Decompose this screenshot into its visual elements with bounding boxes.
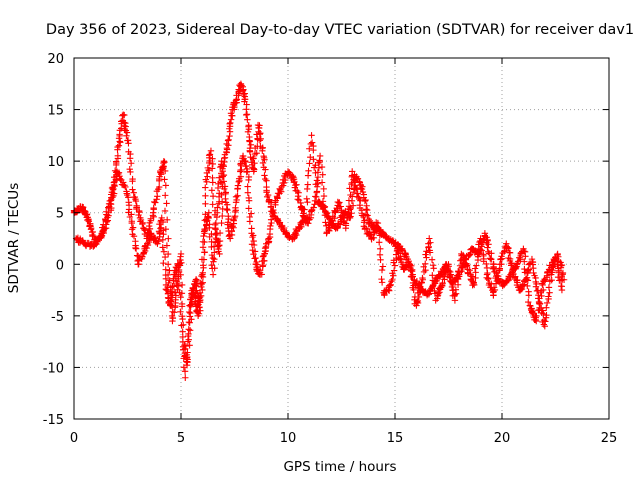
data-point xyxy=(308,132,315,139)
data-point xyxy=(209,271,217,278)
y-tick-label: -5 xyxy=(51,310,64,325)
plot-frame xyxy=(73,57,610,420)
data-points xyxy=(70,80,568,381)
series-dav1-b xyxy=(72,152,568,366)
x-tick-label: 10 xyxy=(280,431,297,446)
x-axis-label: GPS time / hours xyxy=(283,459,396,475)
data-point xyxy=(207,147,215,155)
axis-ticks: 0 5 10 15 20 25 -15 -10 -5 0 5 10 15 20 xyxy=(43,52,618,446)
x-tick-label: 25 xyxy=(601,431,618,446)
y-tick-label: 0 xyxy=(56,258,64,273)
data-point-trail xyxy=(73,152,567,365)
y-tick-label: -10 xyxy=(43,361,64,376)
data-point xyxy=(115,142,123,149)
data-point xyxy=(539,281,546,289)
data-point xyxy=(182,374,189,381)
data-point xyxy=(316,152,324,160)
y-tick-label: 5 xyxy=(56,207,64,222)
chart-title: Day 356 of 2023, Sidereal Day-to-day VTE… xyxy=(46,22,634,38)
data-point xyxy=(175,261,183,268)
series-dav1 xyxy=(70,80,566,381)
y-tick-label: 15 xyxy=(47,104,64,119)
data-point xyxy=(197,307,204,314)
data-point xyxy=(109,194,116,201)
x-tick-label: 5 xyxy=(177,431,185,446)
x-tick-label: 0 xyxy=(70,431,78,446)
y-tick-label: 10 xyxy=(47,155,64,170)
y-axis-label: SDTVAR / TECUs xyxy=(6,183,22,293)
x-tick-label: 15 xyxy=(387,431,404,446)
data-point xyxy=(426,235,433,242)
y-tick-label: 20 xyxy=(47,52,64,67)
data-point xyxy=(528,255,536,263)
data-point xyxy=(164,261,172,268)
x-tick-label: 20 xyxy=(494,431,511,446)
y-tick-label: -15 xyxy=(43,413,64,428)
data-point-trail xyxy=(70,81,566,375)
